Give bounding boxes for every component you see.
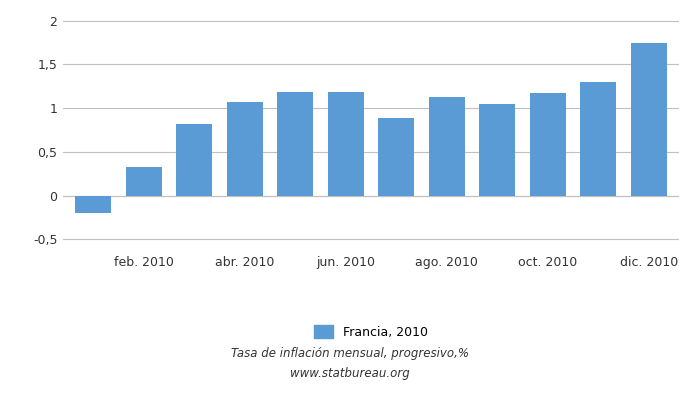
Bar bbox=[328, 92, 364, 196]
Bar bbox=[227, 102, 263, 196]
Bar bbox=[277, 92, 314, 196]
Bar bbox=[529, 93, 566, 196]
Bar bbox=[75, 196, 111, 213]
Bar bbox=[580, 82, 617, 196]
Text: www.statbureau.org: www.statbureau.org bbox=[290, 368, 410, 380]
Legend: Francia, 2010: Francia, 2010 bbox=[314, 325, 428, 339]
Bar bbox=[631, 44, 667, 196]
Bar bbox=[378, 118, 414, 196]
Bar bbox=[428, 97, 465, 196]
Text: Tasa de inflación mensual, progresivo,%: Tasa de inflación mensual, progresivo,% bbox=[231, 348, 469, 360]
Bar bbox=[125, 167, 162, 196]
Bar bbox=[176, 124, 213, 196]
Bar bbox=[479, 104, 515, 196]
